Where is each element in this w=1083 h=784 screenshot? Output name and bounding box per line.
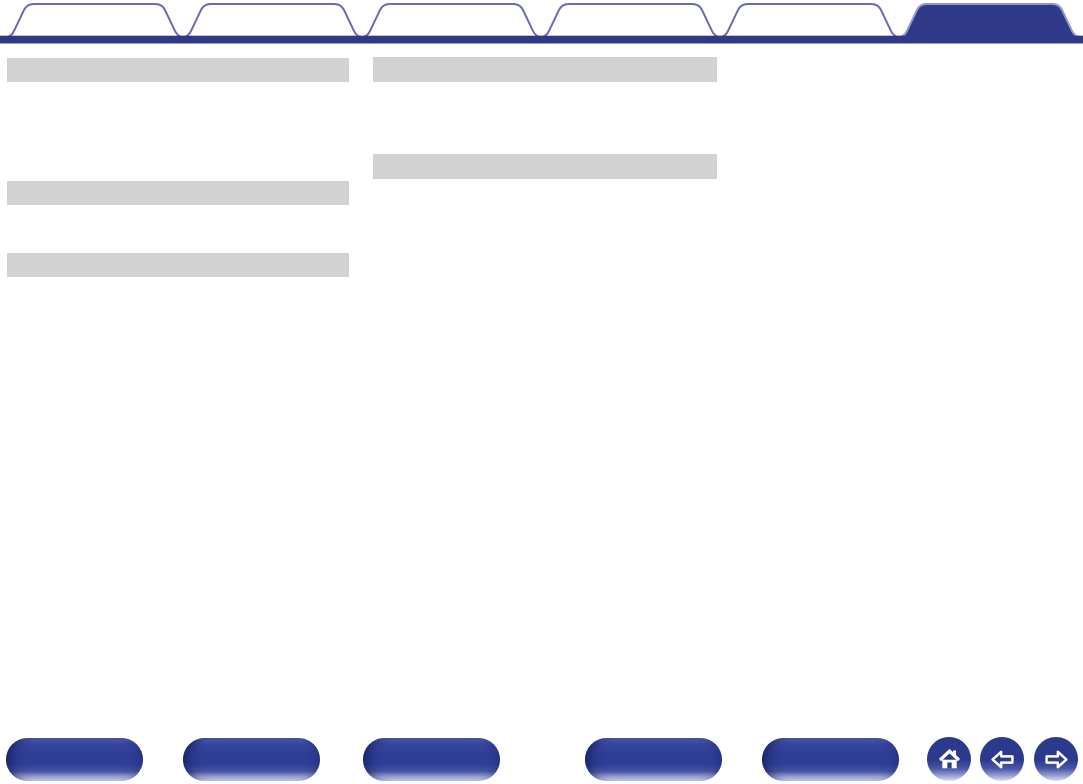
quick-button-1[interactable] [6,738,143,781]
tab-bar [0,3,1083,44]
home-button[interactable] [927,737,971,781]
heading-bar-right-1 [373,57,717,82]
quick-button-2[interactable] [183,738,320,781]
heading-bar-left-1 [7,58,349,82]
tab-1[interactable] [5,3,184,38]
home-icon [938,748,960,768]
quick-button-5[interactable] [762,738,899,781]
quick-button-3[interactable] [363,738,500,781]
arrow-right-icon [1044,750,1068,768]
quick-button-4[interactable] [585,738,722,781]
tab-2[interactable] [182,3,363,38]
heading-bar-left-3 [7,253,349,277]
tab-4[interactable] [540,3,721,38]
forward-button[interactable] [1034,737,1078,781]
heading-bar-left-2 [7,181,349,205]
tab-5[interactable] [719,3,900,38]
tab-bar-baseline [0,35,1083,44]
tab-3[interactable] [361,3,542,38]
back-button[interactable] [980,737,1024,781]
heading-bar-right-2 [373,154,717,179]
arrow-left-icon [990,750,1014,768]
tab-6-active[interactable] [898,3,1081,38]
